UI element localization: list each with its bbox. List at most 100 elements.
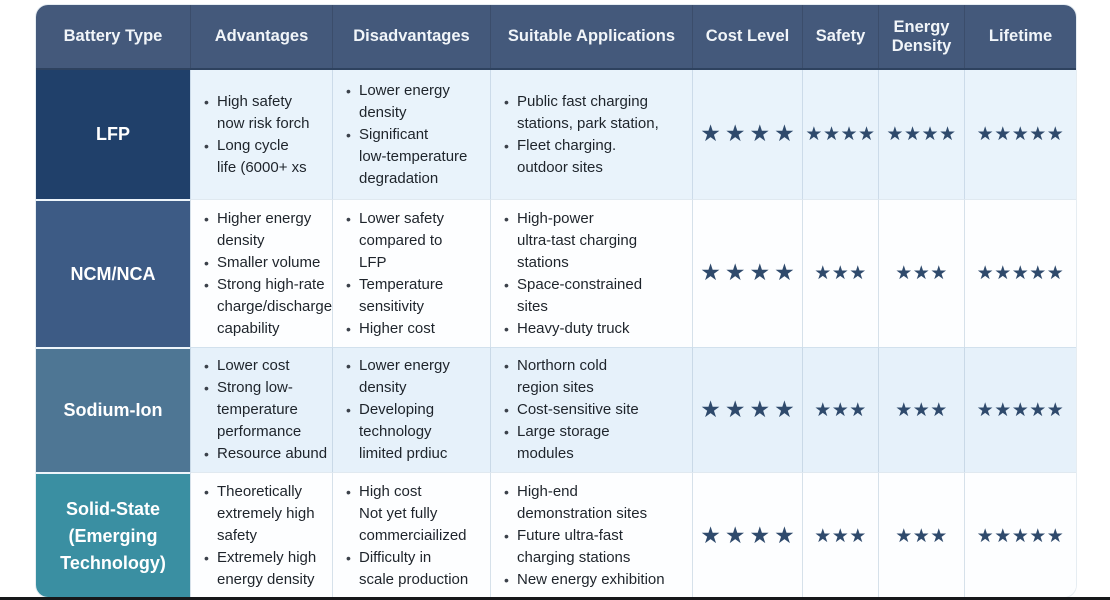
column-header-battery-type: Battery Type (63, 27, 163, 45)
bullet-icon: • (204, 137, 209, 154)
bullet-text: Difficulty in scale production (359, 549, 469, 588)
advantages-cell: • Theoretically extremely high safety • Ext… (190, 472, 332, 597)
bullet-item: • Significant low-temperature degradation (346, 124, 486, 190)
star-rating-icons: ★★★★ (700, 396, 799, 423)
bullet-item: • Lower safety compared to LFP (346, 208, 486, 274)
bullet-item: • Lower cost (204, 355, 328, 377)
bullet-item: • Higher energy density (204, 208, 328, 252)
bullet-item: • High-power ultra-tast charging stations (504, 208, 688, 274)
star-rating-icons: ★★★ (895, 524, 948, 547)
bullet-item: • Fleet charging. outdoor sites (504, 135, 688, 179)
bullet-text: Space-constrained sites (517, 275, 643, 315)
bullet-icon: • (346, 358, 351, 374)
star-rating-icons: ★★★★ (700, 522, 799, 549)
bullet-text: Heavy-duty truck (517, 319, 630, 337)
bullet-item: • High cost Not yet fully commerciailized (346, 481, 486, 547)
bullet-icon: • (346, 82, 351, 99)
bullet-text: Lower cost (217, 357, 290, 374)
bullet-icon: • (204, 446, 209, 462)
table-row: Solid-State (Emerging Technology) • Theor… (36, 472, 1076, 597)
star-rating-icons: ★★★★★ (976, 398, 1065, 421)
column-header-lifetime: Lifetime (964, 5, 1076, 68)
bullet-text: Significant low-temperature degradation (359, 125, 468, 187)
bullet-text: Northorn cold region sites (517, 357, 608, 396)
applications-cell: • High-end demonstration sites • Future ult… (490, 472, 692, 597)
bullet-icon: • (346, 276, 351, 293)
column-header-energy-density: Energy Density (878, 5, 964, 68)
bullet-text: Cost-sensitive site (517, 401, 639, 418)
bullet-icon: • (204, 93, 209, 110)
bullet-item: • Resource abund (204, 443, 328, 465)
bullet-text: Strong low- temperature performance (217, 379, 302, 440)
star-rating-icons: ★★★★★ (976, 524, 1065, 547)
table-header-row: Battery Type Advantages Disadvantages Su… (36, 5, 1076, 70)
bullet-item: • New energy exhibition (504, 569, 688, 591)
safety-rating: ★★★★ (802, 70, 878, 199)
bullet-icon: • (504, 93, 509, 110)
bullet-text: Large storage modules (517, 423, 610, 462)
bullet-icon: • (504, 210, 509, 227)
bullet-item: • Smaller volume (204, 252, 328, 274)
star-rating-icons: ★★★ (895, 398, 948, 421)
star-rating-icons: ★★★★★ (976, 123, 1065, 145)
battery-type-cell: Solid-State (Emerging Technology) (36, 472, 190, 597)
bullet-text: Future ultra-fast charging stations (517, 527, 631, 566)
bullet-text: Strong high-rate charge/discharge capabi… (217, 275, 333, 337)
bullet-icon: • (204, 210, 209, 227)
column-header-safety: Safety (802, 5, 878, 68)
star-rating-icons: ★★★ (814, 524, 867, 547)
bullet-text: Extremely high energy density (217, 549, 317, 588)
bullet-icon: • (504, 276, 509, 293)
bullet-item: • Northorn cold region sites (504, 355, 688, 399)
star-rating-icons: ★★★ (895, 262, 948, 284)
star-rating-icons: ★★★★ (805, 123, 876, 145)
disadvantages-cell: • Lower energy density • Developing technol… (332, 347, 490, 472)
cost-level-rating: ★★★★ (692, 70, 802, 199)
bullet-text: High-power ultra-tast charging stations (517, 209, 638, 271)
bottom-edge (0, 597, 1110, 600)
applications-cell: • High-power ultra-tast charging stations… (490, 199, 692, 347)
bullet-icon: • (204, 484, 209, 500)
bullet-icon: • (346, 126, 351, 143)
advantages-cell: • High safety now risk forch • Long cycle l… (190, 70, 332, 199)
lifetime-rating: ★★★★★ (964, 347, 1076, 472)
bullet-text: New energy exhibition (517, 571, 665, 588)
bullet-icon: • (504, 137, 509, 154)
lifetime-rating: ★★★★★ (964, 70, 1076, 199)
safety-rating: ★★★ (802, 347, 878, 472)
bullet-text: High-end demonstration sites (517, 483, 648, 522)
bullet-text: Long cycle life (6000+ xs (217, 136, 307, 176)
bullet-icon: • (504, 528, 509, 544)
cost-level-rating: ★★★★ (692, 199, 802, 347)
star-rating-icons: ★★★★ (700, 260, 799, 286)
bullet-icon: • (504, 320, 509, 337)
bullet-item: • High-end demonstration sites (504, 481, 688, 525)
safety-rating: ★★★ (802, 472, 878, 597)
bullet-text: Resource abund (217, 445, 328, 462)
disadvantages-cell: • Lower energy density • Significant low-te… (332, 70, 490, 199)
bullet-text: Lower energy density (359, 81, 450, 121)
column-header-cost-level: Cost Level (692, 5, 802, 68)
lifetime-rating: ★★★★★ (964, 199, 1076, 347)
bullet-text: High safety now risk forch (217, 92, 310, 132)
star-rating-icons: ★★★★ (886, 123, 957, 145)
star-rating-icons: ★★★ (814, 398, 867, 421)
energy-density-rating: ★★★ (878, 347, 964, 472)
energy-density-rating: ★★★ (878, 199, 964, 347)
star-rating-icons: ★★★★★ (976, 262, 1065, 284)
bullet-text: Fleet charging. outdoor sites (517, 136, 617, 176)
bullet-icon: • (204, 276, 209, 293)
applications-cell: • Public fast charging stations, park sta… (490, 70, 692, 199)
bullet-icon: • (504, 572, 509, 588)
bullet-icon: • (346, 550, 351, 566)
advantages-cell: • Higher energy density • Smaller volume • St… (190, 199, 332, 347)
bullet-item: • Strong high-rate charge/discharge capab… (204, 274, 332, 340)
bullet-item: • Higher cost (346, 318, 486, 340)
bullet-item: • Strong low- temperature performance (204, 377, 328, 443)
bullet-icon: • (504, 484, 509, 500)
bullet-item: • Long cycle life (6000+ xs (204, 135, 328, 179)
bullet-item: • Temperature sensitivity (346, 274, 486, 318)
advantages-cell: • Lower cost • Strong low- temperature perf… (190, 347, 332, 472)
bullet-text: Lower energy density (359, 357, 450, 396)
bullet-text: Higher energy density (217, 209, 312, 249)
